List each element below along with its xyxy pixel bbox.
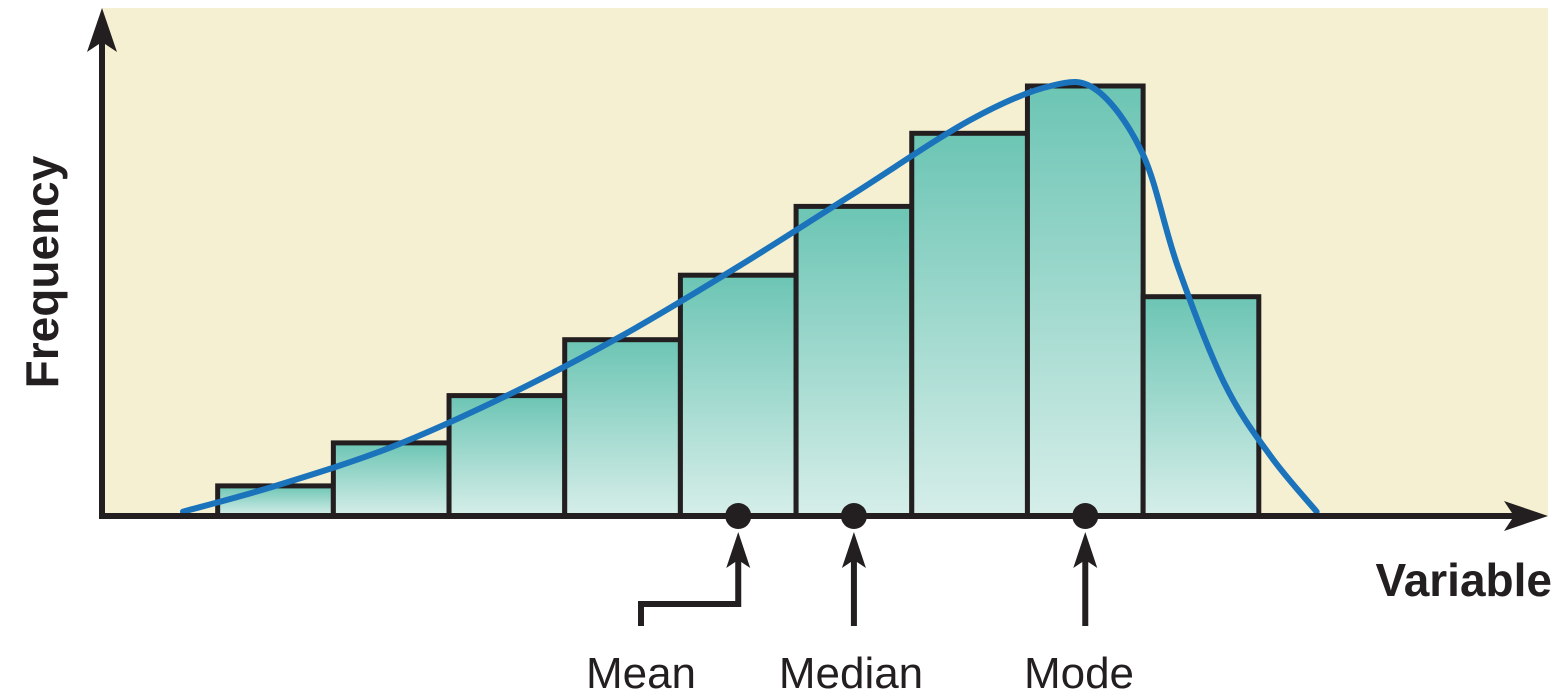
- histogram-bar-8: [1024, 83, 1146, 519]
- median-dot: [840, 503, 867, 529]
- histogram-bar-6: [793, 203, 915, 519]
- distribution-curve: [179, 78, 1320, 515]
- mean-pointer-line: [638, 560, 742, 626]
- histogram-bar-1: [215, 483, 336, 519]
- histogram-bar-7: [909, 130, 1030, 519]
- mean-label: Mean: [586, 649, 696, 694]
- mean-dot: [725, 503, 752, 529]
- x-axis-arrowhead: [1504, 501, 1548, 531]
- mean-arrowhead: [726, 532, 751, 568]
- mode-arrowhead: [1073, 532, 1098, 568]
- median-label: Median: [779, 649, 923, 694]
- histogram-bar-4: [562, 337, 683, 519]
- mode-label: Mode: [1024, 649, 1134, 694]
- x-axis-title: Variable: [1376, 554, 1552, 606]
- distribution-curve-group: [179, 78, 1320, 515]
- histogram-bar-2: [330, 440, 452, 519]
- histogram-bar-5: [677, 272, 799, 519]
- mode-dot: [1072, 503, 1099, 529]
- statistic-markers: Mean Median Mode: [586, 503, 1134, 694]
- y-axis-title: Frequency: [16, 155, 68, 388]
- y-axis-arrowhead: [87, 8, 117, 52]
- median-arrowhead: [841, 532, 866, 568]
